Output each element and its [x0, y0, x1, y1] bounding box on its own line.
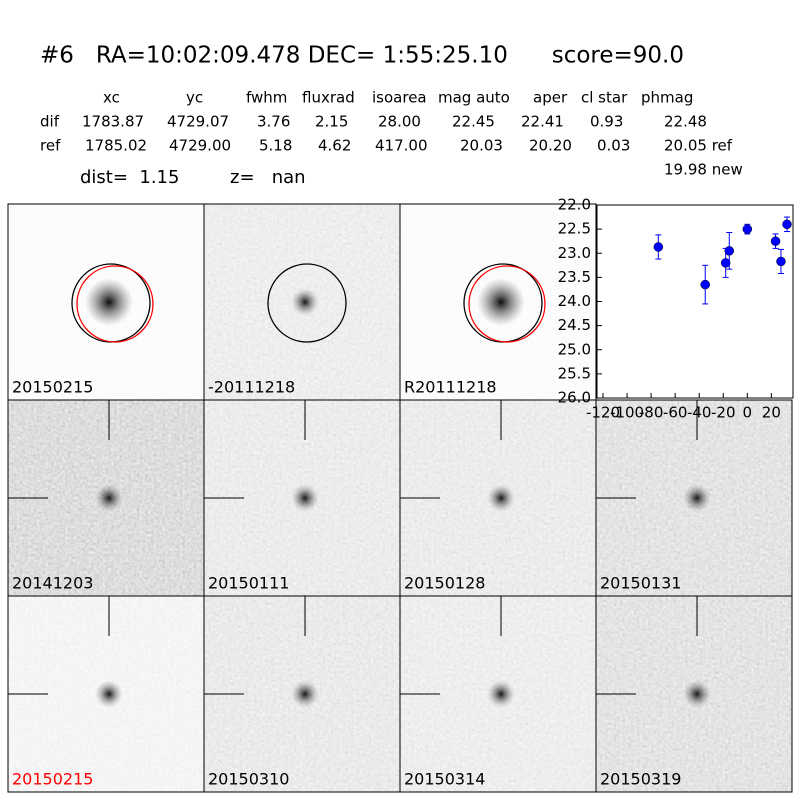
table-cell: 22.41 — [521, 113, 564, 131]
table-cell: 0.03 — [597, 137, 630, 155]
image-panel: -20111218 — [203, 203, 401, 401]
panel-label: R20111218 — [404, 378, 497, 397]
source — [291, 288, 319, 316]
x-tick-label: -60 — [663, 404, 688, 422]
source — [95, 484, 123, 512]
image-panel: 20150310 — [203, 595, 401, 793]
table-cell: 20.20 — [529, 137, 572, 155]
lightcurve: 22.0 22.5 23.0 23.5 24.0 24.5 25.0 25.5 26.0-120… — [558, 196, 794, 422]
point — [724, 246, 735, 256]
y-tick-label: 25.5 — [558, 364, 591, 382]
table-cell: 417.00 — [375, 137, 428, 155]
panel-label: 20150215 — [12, 378, 93, 397]
panel-label: 20150215 — [12, 770, 93, 789]
image-panel: 20141203 — [7, 399, 205, 597]
image-panel: 20150131 — [595, 399, 793, 597]
x-tick-label: -80 — [639, 404, 664, 422]
source — [487, 484, 515, 512]
column-header: mag auto — [438, 89, 510, 107]
table-cell: 4729.00 — [169, 137, 231, 155]
x-tick-label: -20 — [711, 404, 736, 422]
table-cell: 22.48 — [664, 113, 707, 131]
column-header: phmag — [641, 89, 693, 107]
image-panel: 20150215 — [7, 203, 205, 401]
y-tick-label: 23.0 — [558, 244, 591, 262]
image-panel: 20150111 — [203, 399, 401, 597]
table-extra: 19.98 new — [664, 161, 743, 179]
source — [487, 680, 515, 708]
y-tick-label: 25.0 — [558, 340, 591, 358]
table-cell: ref — [40, 137, 61, 155]
source — [683, 680, 711, 708]
y-tick-label: 22.0 — [558, 196, 591, 214]
aperture-ref — [468, 265, 546, 343]
aperture — [267, 263, 347, 343]
panel-label: -20111218 — [208, 378, 295, 397]
title: #6 RA=10:02:09.478 DEC= 1:55:25.10 score… — [40, 43, 684, 69]
point — [782, 219, 792, 230]
aperture-ref — [76, 265, 154, 343]
y-tick-label: 24.0 — [558, 292, 591, 310]
column-header: xc — [103, 89, 120, 107]
point — [770, 236, 781, 246]
column-header: fwhm — [246, 89, 287, 107]
point — [700, 279, 710, 290]
column-header: fluxrad — [302, 89, 355, 107]
point — [653, 242, 664, 252]
table-cell: dif — [40, 113, 60, 131]
panel-label: 20150319 — [600, 770, 681, 789]
y-tick-label: 22.5 — [558, 220, 591, 238]
x-tick-label: -40 — [687, 404, 712, 422]
table-cell: 5.18 — [259, 137, 292, 155]
y-tick-label: 26.0 — [558, 389, 591, 407]
panel-border — [595, 595, 793, 793]
panel-label: 20141203 — [12, 574, 93, 593]
source — [85, 278, 133, 326]
table-cell: 4.62 — [318, 137, 351, 155]
column-header: cl star — [581, 89, 628, 107]
image-panel: 20150314 — [399, 595, 597, 793]
source — [291, 680, 319, 708]
source — [291, 484, 319, 512]
table-cell: 20.03 — [460, 137, 503, 155]
source — [683, 484, 711, 512]
point — [720, 258, 731, 268]
panel-label: 20150131 — [600, 574, 681, 593]
table-cell: 3.76 — [257, 113, 290, 131]
x-tick-label: -120 — [586, 404, 620, 422]
x-tick-label: 20 — [762, 404, 781, 422]
panel-label: 20150314 — [404, 770, 485, 789]
table-cell: 22.45 — [452, 113, 495, 131]
y-tick-label: 24.5 — [558, 316, 591, 334]
y-tick-label: 23.5 — [558, 268, 591, 286]
table-cell: 4729.07 — [167, 113, 229, 131]
image-panel: 20150215 — [7, 595, 205, 793]
plot-area — [596, 204, 794, 399]
image-panel: 20150128 — [399, 399, 597, 597]
table-cell: 2.15 — [315, 113, 348, 131]
table-cell: 20.05 ref — [664, 137, 733, 155]
panels: 20150215 -20111218 R20111218 20141203 201501… — [7, 203, 793, 793]
x-tick-label: 0 — [743, 404, 753, 422]
table-cell: 0.93 — [590, 113, 623, 131]
point — [742, 224, 753, 234]
table-cell: 1783.87 — [82, 113, 144, 131]
column-header: aper — [533, 89, 568, 107]
table-cell: 28.00 — [378, 113, 421, 131]
column-header: isoarea — [372, 89, 427, 107]
dist: dist= 1.15 — [80, 167, 179, 188]
column-header: yc — [186, 89, 203, 107]
panel-label: 20150128 — [404, 574, 485, 593]
x-tick-label: -100 — [610, 404, 644, 422]
panel-label: 20150111 — [208, 574, 289, 593]
image-panel: 20150319 — [595, 595, 793, 793]
point — [776, 256, 786, 267]
table-cell: 1785.02 — [85, 137, 147, 155]
image-panel: R20111218 — [399, 203, 597, 401]
source — [477, 278, 525, 326]
source — [95, 680, 123, 708]
panel-label: 20150310 — [208, 770, 289, 789]
redshift: z= nan — [230, 167, 306, 188]
